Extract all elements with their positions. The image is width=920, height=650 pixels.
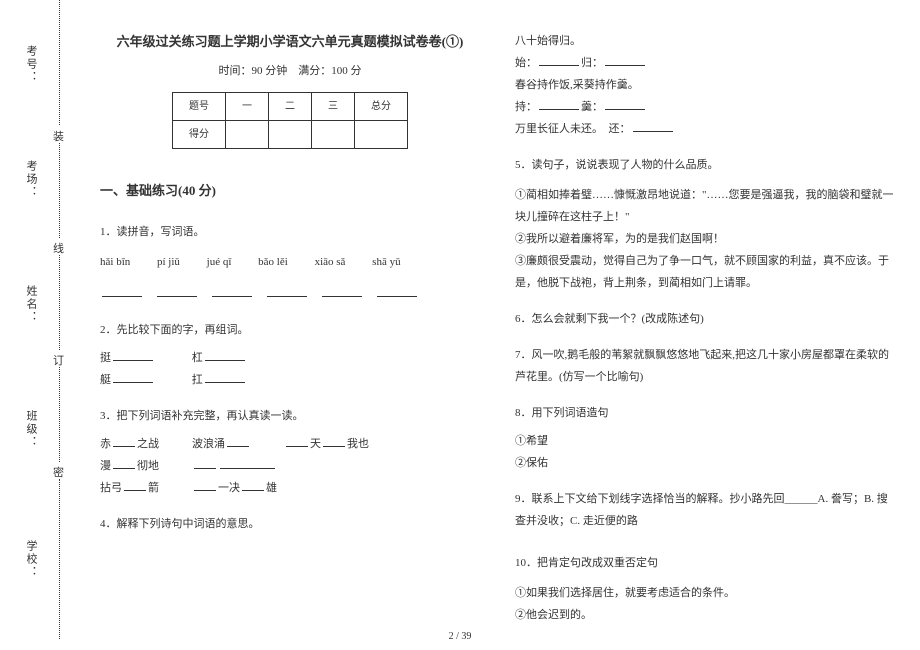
exam-subtitle: 时间：90 分钟 满分：100 分: [100, 61, 480, 82]
question-1: 1．读拼音，写词语。 hǎi bīn pí jiǔ jué qǐ bǎo lěi…: [100, 221, 480, 305]
question-9: 9．联系上下文给下划线字选择恰当的解释。抄小路先回______A. 誊写；B. …: [515, 488, 895, 532]
pinyin-item: bǎo lěi: [258, 251, 288, 273]
label-examno: 考号：: [23, 45, 39, 84]
label-school: 学校：: [23, 540, 39, 579]
score-cell: [269, 120, 312, 148]
q-text: 10．把肯定句改成双重否定句: [515, 552, 895, 574]
pinyin-item: pí jiǔ: [157, 251, 180, 273]
question-6: 6．怎么会就剩下我一个？(改成陈述句): [515, 308, 895, 330]
binding-sidebar: 考号： 考场： 姓名： 班级： 学校：: [15, 0, 83, 650]
exam-title: 六年级过关练习题上学期小学语文六单元真题模拟试卷卷(①): [100, 30, 480, 55]
score-col: 题号: [173, 92, 226, 120]
q-text: 8．用下列词语造句: [515, 402, 895, 424]
score-col: 一: [226, 92, 269, 120]
pinyin-item: xiāo sǎ: [315, 251, 346, 273]
score-cell: [312, 120, 355, 148]
label-class: 班级：: [23, 410, 39, 449]
q-text: 1．读拼音，写词语。: [100, 221, 480, 243]
pinyin-item: jué qǐ: [207, 251, 232, 273]
question-2: 2．先比较下面的字，再组词。 挺 杠 艇 扛: [100, 319, 480, 391]
section-title: 一、基础练习(40 分): [100, 179, 480, 204]
pinyin-row: hǎi bīn pí jiǔ jué qǐ bǎo lěi xiāo sǎ sh…: [100, 251, 480, 273]
left-column: 六年级过关练习题上学期小学语文六单元真题模拟试卷卷(①) 时间：90 分钟 满分…: [100, 30, 480, 640]
label-name: 姓名：: [23, 285, 39, 324]
question-7: 7．风一吹,鹅毛般的苇絮就飘飘悠悠地飞起来,把这几十家小房屋都罩在柔软的芦花里。…: [515, 344, 895, 388]
score-cell: [226, 120, 269, 148]
pinyin-item: shā yǔ: [372, 251, 400, 273]
question-10: 10．把肯定句改成双重否定句 ①如果我们选择居住，就要考虑适合的条件。 ②他会迟…: [515, 552, 895, 626]
question-4: 4．解释下列诗句中词语的意思。: [100, 513, 480, 535]
label-room: 考场：: [23, 160, 39, 199]
poem-lines: 八十始得归。 始：归： 春谷持作饭,采葵持作羹。 持：羹： 万里长征人未还。 还…: [515, 30, 895, 140]
q-text: 3．把下列词语补充完整，再认真读一读。: [100, 405, 480, 427]
q-text: 5．读句子，说说表现了人物的什么品质。: [515, 154, 895, 176]
question-3: 3．把下列词语补充完整，再认真读一读。 赤之战 波浪涌 天我也 漫彻地 拈弓箭 …: [100, 405, 480, 499]
score-row-label: 得分: [173, 120, 226, 148]
pinyin-item: hǎi bīn: [100, 251, 130, 273]
binding-char: 订: [53, 352, 64, 368]
binding-char: 密: [53, 464, 64, 480]
binding-char: 线: [53, 240, 64, 256]
page-number: 2 / 39: [449, 631, 472, 642]
score-col: 总分: [355, 92, 408, 120]
binding-char: 装: [53, 128, 64, 144]
score-col: 二: [269, 92, 312, 120]
question-5: 5．读句子，说说表现了人物的什么品质。 ①蔺相如捧着璧……慷慨激昂地说道："………: [515, 154, 895, 294]
right-column: 八十始得归。 始：归： 春谷持作饭,采葵持作羹。 持：羹： 万里长征人未还。 还…: [515, 30, 895, 640]
question-8: 8．用下列词语造句 ①希望 ②保佑: [515, 402, 895, 474]
score-cell: [355, 120, 408, 148]
score-table: 题号 一 二 三 总分 得分: [172, 92, 408, 149]
q-text: 2．先比较下面的字，再组词。: [100, 319, 480, 341]
binding-line: 装 线 订 密: [50, 0, 68, 650]
score-col: 三: [312, 92, 355, 120]
